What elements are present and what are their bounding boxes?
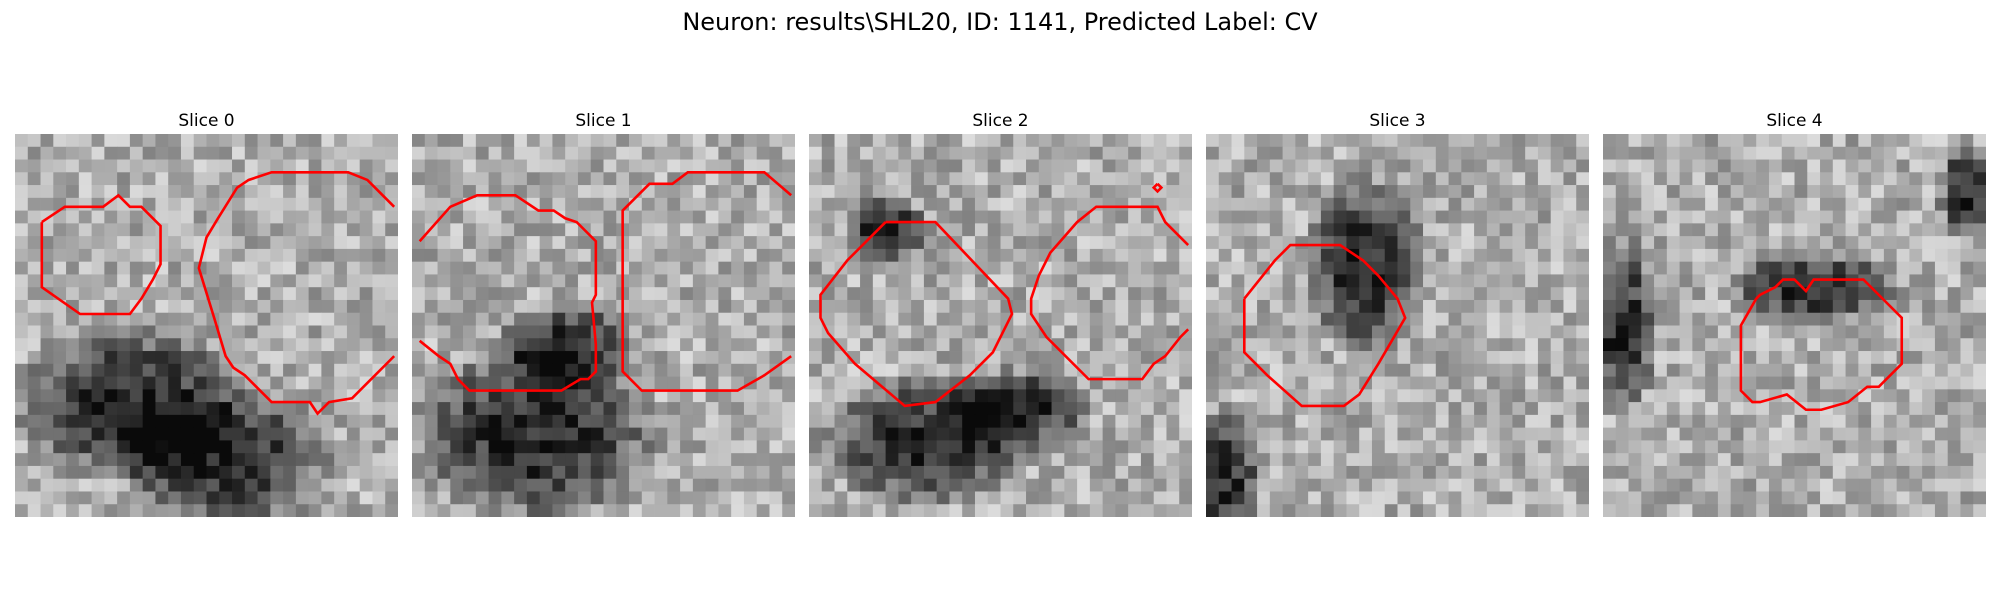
slice-image <box>1603 134 1986 517</box>
grayscale-image <box>15 134 398 517</box>
slice-image <box>1206 134 1589 517</box>
slice-title: Slice 1 <box>575 111 632 131</box>
slice-title: Slice 4 <box>1766 111 1823 131</box>
slice-title: Slice 3 <box>1369 111 1426 131</box>
grayscale-image <box>412 134 795 517</box>
contour-line <box>1741 280 1902 410</box>
contour-line <box>1154 184 1162 192</box>
contour-line <box>820 222 1012 406</box>
grayscale-image <box>1206 134 1589 517</box>
grayscale-image <box>1603 134 1986 517</box>
slice-panel-2: Slice 2 <box>809 108 1192 517</box>
contour-line <box>42 195 161 314</box>
contour-line <box>420 195 596 390</box>
contour-overlay <box>809 134 1192 517</box>
contour-overlay <box>412 134 795 517</box>
contour-overlay <box>15 134 398 517</box>
contour-overlay <box>1206 134 1589 517</box>
grayscale-image <box>809 134 1192 517</box>
slice-panel-0: Slice 0 <box>15 108 398 517</box>
contour-overlay <box>1603 134 1986 517</box>
figure-title: Neuron: results\SHL20, ID: 1141, Predict… <box>682 8 1318 36</box>
contour-line <box>199 172 394 413</box>
contour-line <box>1244 245 1405 406</box>
slice-image <box>809 134 1192 517</box>
slice-title: Slice 2 <box>972 111 1029 131</box>
slice-panel-4: Slice 4 <box>1603 108 1986 517</box>
contour-line <box>623 172 792 390</box>
slice-panel-1: Slice 1 <box>412 108 795 517</box>
slice-panel-3: Slice 3 <box>1206 108 1589 517</box>
slice-title: Slice 0 <box>178 111 235 131</box>
slice-image <box>15 134 398 517</box>
slice-image <box>412 134 795 517</box>
contour-line <box>1031 207 1188 379</box>
